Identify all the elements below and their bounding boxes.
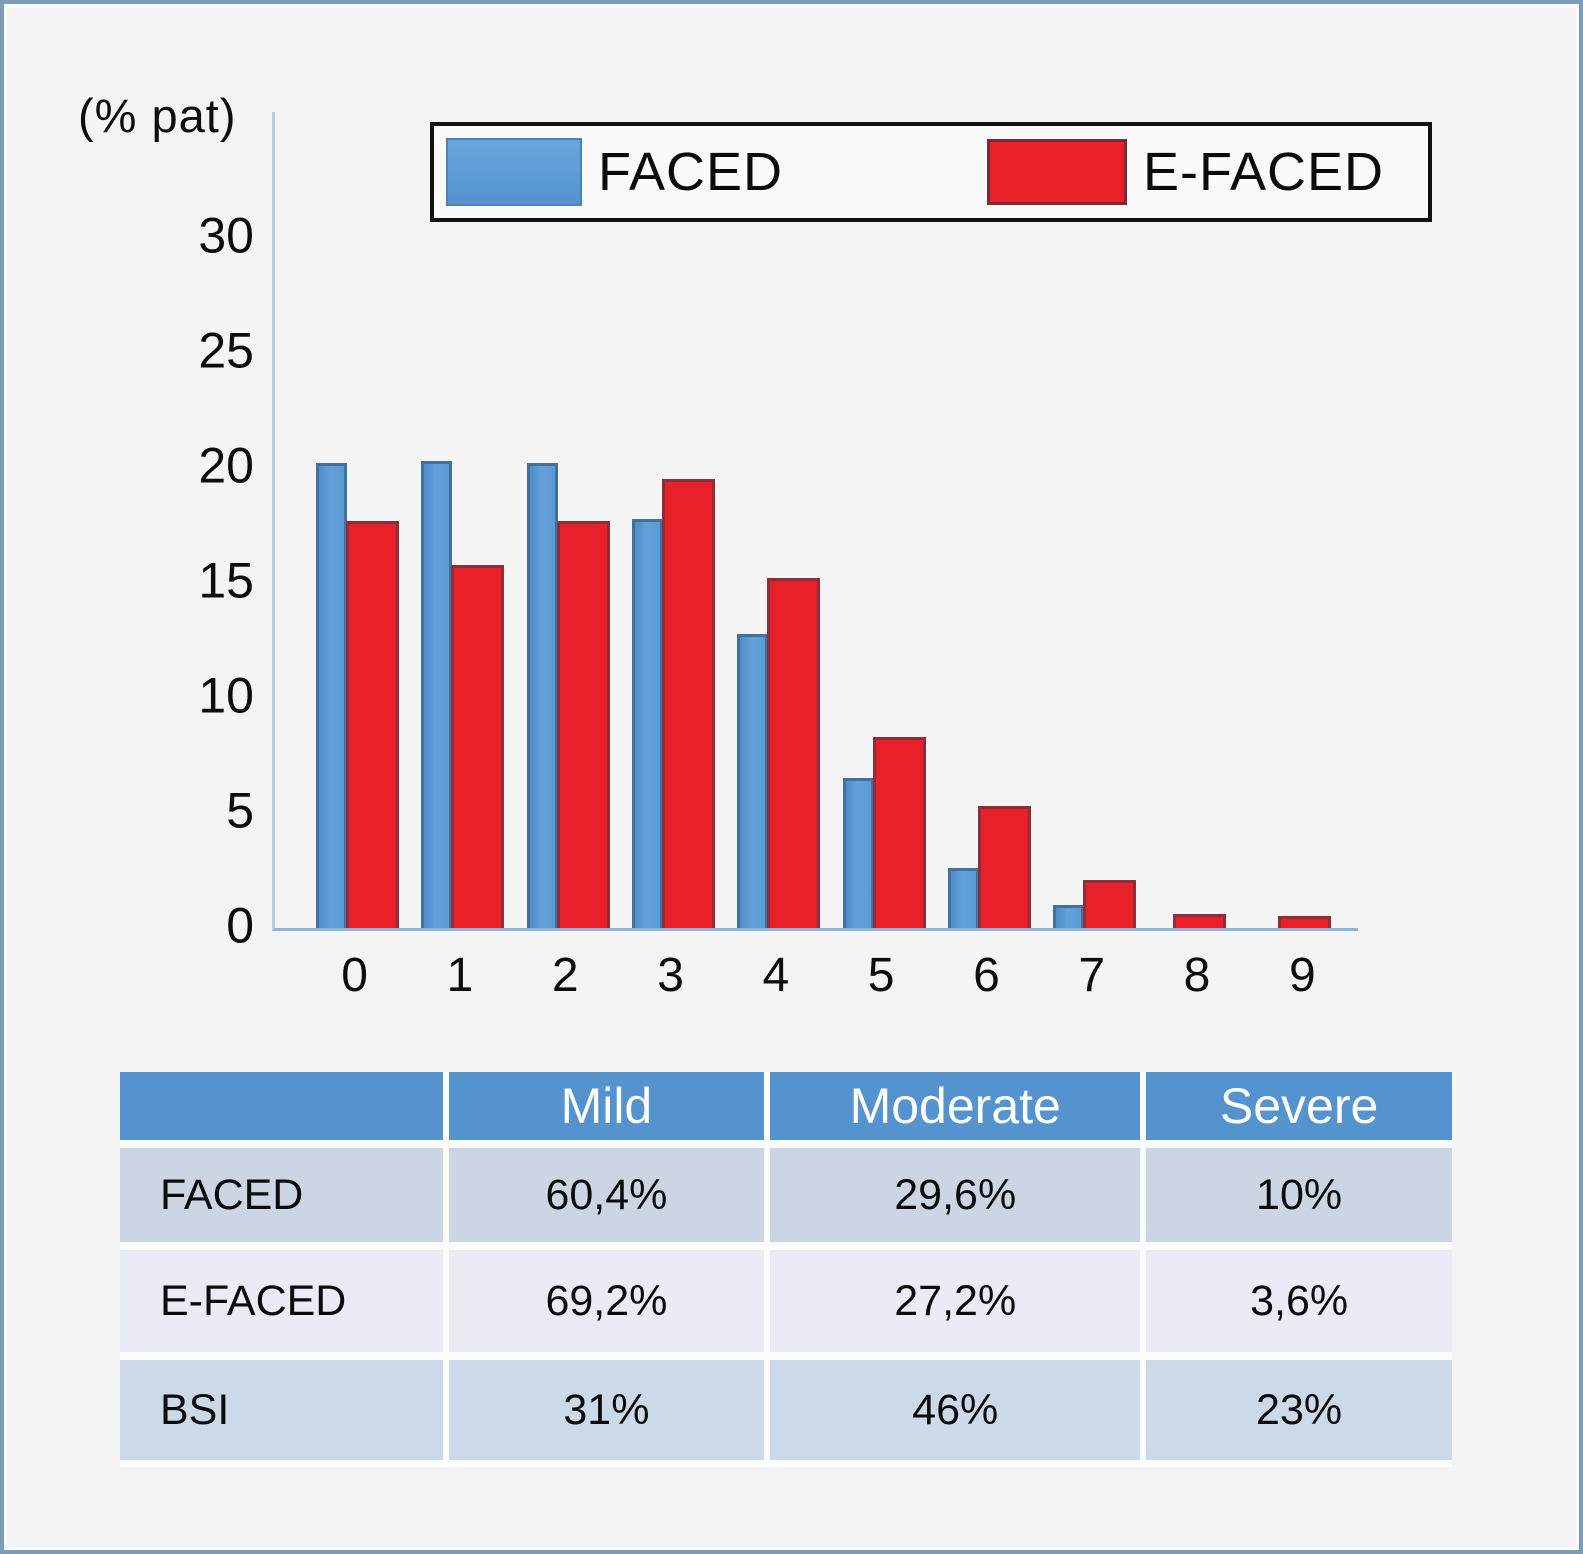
bar-group-9	[1253, 112, 1358, 928]
table-value-cell: 10%	[1146, 1148, 1452, 1242]
y-tick-label: 30	[198, 207, 254, 264]
y-tick-label: 0	[226, 897, 254, 954]
table-header-cell	[120, 1072, 443, 1140]
x-axis-label: 2	[551, 949, 579, 1002]
bar-group-4	[726, 112, 831, 928]
faced-legend-label: FACED	[598, 142, 784, 202]
table-row-label: FACED	[120, 1148, 443, 1242]
faced-bar	[632, 519, 664, 928]
table-value-cell: 31%	[448, 1360, 765, 1460]
efaced-bar	[451, 565, 505, 928]
table-value-cell: 46%	[770, 1360, 1141, 1460]
bar-group-7	[1042, 112, 1147, 928]
table-value-cell: 60,4%	[448, 1148, 765, 1242]
faced-bar	[947, 868, 979, 928]
efaced-bar	[767, 578, 821, 928]
table-row-label: E-FACED	[120, 1250, 443, 1352]
bar-group-3	[621, 112, 726, 928]
x-axis-label: 0	[341, 949, 368, 1002]
table-header-cell: Mild	[448, 1072, 765, 1140]
bar-group-0	[305, 112, 410, 928]
x-axis-label: 5	[867, 949, 895, 1002]
faced-bar	[737, 634, 769, 928]
x-axis-label: 9	[1288, 949, 1316, 1002]
efaced-bar	[1083, 880, 1137, 928]
faced-bar	[526, 463, 558, 928]
x-axis-label: 4	[762, 949, 790, 1002]
table-value-cell: 23%	[1146, 1360, 1452, 1460]
efaced-bar	[556, 521, 610, 928]
table-value-cell: 27,2%	[770, 1250, 1141, 1352]
efaced-bar	[977, 806, 1031, 928]
efaced-bar	[1173, 914, 1227, 928]
y-tick-label: 25	[198, 322, 254, 379]
efaced-bar	[346, 521, 400, 928]
faced-bar	[316, 463, 348, 928]
x-axis-label: 3	[657, 949, 684, 1002]
x-axis-label: 6	[973, 949, 1000, 1002]
faced-bar	[421, 461, 453, 928]
plot-area	[272, 112, 1358, 931]
faced-bar	[842, 778, 874, 928]
y-axis-title: (% pat)	[78, 89, 237, 142]
x-axis-label: 7	[1078, 949, 1106, 1002]
efaced-bar	[1278, 916, 1332, 928]
bar-group-8	[1147, 112, 1252, 928]
efaced-bar	[662, 479, 716, 928]
x-axis-labels: 0 1 2 3 4 5 6 7 8 9	[302, 948, 1355, 1003]
faced-legend-swatch	[446, 138, 582, 206]
chart-legend: FACED E-FACED	[430, 122, 1432, 222]
table-value-cell: 29,6%	[770, 1148, 1141, 1242]
table-row-label: BSI	[120, 1360, 443, 1460]
legend-item-efaced: E-FACED	[986, 139, 1384, 205]
y-tick-label: 5	[226, 782, 254, 839]
table-value-cell: 69,2%	[448, 1250, 765, 1352]
y-tick-label: 20	[198, 437, 254, 494]
table-header-cell: Severe	[1146, 1072, 1452, 1140]
y-tick-labels: 0 5 10 15 20 25 30	[58, 112, 254, 954]
x-axis-label: 1	[446, 949, 474, 1002]
table-header-cell: Moderate	[770, 1072, 1141, 1140]
bar-group-5	[831, 112, 936, 928]
x-axis-label: 8	[1183, 949, 1211, 1002]
faced-bar	[1053, 905, 1085, 928]
legend-item-faced: FACED	[446, 138, 783, 206]
y-tick-label: 10	[198, 667, 254, 724]
bar-group-1	[410, 112, 515, 928]
bar-group-6	[937, 112, 1042, 928]
table-value-cell: 3,6%	[1146, 1250, 1452, 1352]
efaced-legend-label: E-FACED	[1142, 142, 1384, 202]
y-tick-label: 15	[198, 552, 254, 609]
severity-table: Mild Moderate Severe FACED 60,4% 29,6% 10% E-FA…	[120, 1072, 1452, 1460]
bar-group-2	[516, 112, 621, 928]
bars-row	[305, 112, 1358, 928]
efaced-legend-swatch	[986, 139, 1127, 205]
efaced-bar	[872, 737, 926, 928]
